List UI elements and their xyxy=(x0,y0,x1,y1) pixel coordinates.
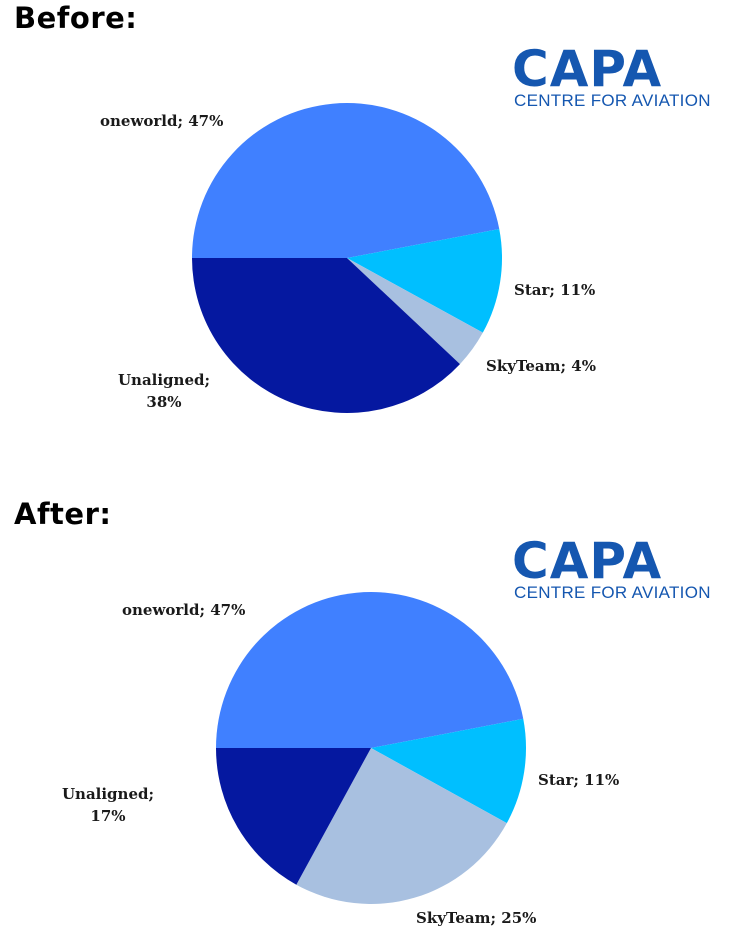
before-title: Before: xyxy=(14,1,138,35)
after-slice-oneworld xyxy=(216,592,524,748)
before-slice-unaligned xyxy=(192,258,460,413)
capa-logo: CAPA CENTRE FOR AVIATION xyxy=(510,536,730,612)
after-label-skyteam: SkyTeam; 25% xyxy=(416,909,537,927)
after-slice-unaligned xyxy=(216,748,371,885)
before-label-oneworld: oneworld; 47% xyxy=(100,112,224,130)
before-label-star: Star; 11% xyxy=(514,281,596,299)
after-label-unaligned: Unaligned; 17% xyxy=(61,785,155,825)
capa-logo-tagline: CENTRE FOR AVIATION xyxy=(514,91,711,110)
before-pie-chart xyxy=(192,103,502,413)
capa-logo-tagline: CENTRE FOR AVIATION xyxy=(514,583,711,602)
after-label-oneworld: oneworld; 47% xyxy=(122,601,246,619)
capa-logo-wordmark: CAPA xyxy=(512,40,663,98)
capa-logo: CAPA CENTRE FOR AVIATION xyxy=(510,44,730,120)
after-title: After: xyxy=(14,497,112,531)
after-slice-skyteam xyxy=(296,748,507,904)
capa-logo-wordmark: CAPA xyxy=(512,532,663,590)
after-panel: After: CAPA CENTRE FOR AVIATION oneworld… xyxy=(0,490,749,941)
before-slice-star xyxy=(347,228,502,333)
after-pie-chart xyxy=(216,592,526,904)
before-panel: Before: CAPA CENTRE FOR AVIATION oneworl… xyxy=(0,0,749,470)
before-label-skyteam: SkyTeam; 4% xyxy=(486,357,596,375)
before-slice-skyteam xyxy=(347,258,483,365)
after-label-star: Star; 11% xyxy=(538,771,620,789)
after-slice-star xyxy=(371,718,526,824)
before-label-unaligned: Unaligned; 38% xyxy=(117,371,211,411)
before-slice-oneworld xyxy=(192,103,500,258)
